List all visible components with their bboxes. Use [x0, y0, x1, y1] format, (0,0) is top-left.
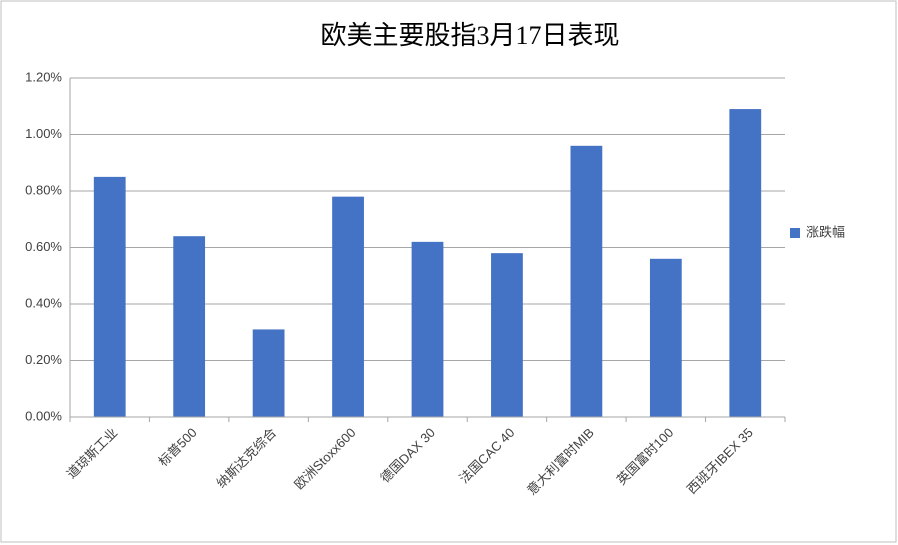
- chart-title: 欧美主要股指3月17日表现: [320, 21, 619, 50]
- y-tick-label: 0.80%: [25, 182, 62, 197]
- bar: [729, 109, 762, 417]
- bar: [173, 236, 206, 417]
- bar: [491, 253, 523, 417]
- bar: [570, 145, 603, 418]
- y-tick-label: 0.60%: [25, 239, 62, 254]
- bar: [93, 176, 126, 417]
- bar: [252, 329, 285, 417]
- legend-label: 涨跌幅: [806, 224, 845, 239]
- bar: [332, 196, 364, 417]
- bar: [649, 258, 682, 417]
- y-tick-label: 1.20%: [25, 69, 62, 84]
- y-tick-label: 1.00%: [25, 126, 62, 141]
- y-tick-label: 0.40%: [25, 295, 62, 310]
- legend-swatch: [790, 228, 800, 238]
- bar: [411, 241, 444, 417]
- y-tick-label: 0.20%: [25, 352, 62, 367]
- y-tick-label: 0.00%: [25, 408, 62, 423]
